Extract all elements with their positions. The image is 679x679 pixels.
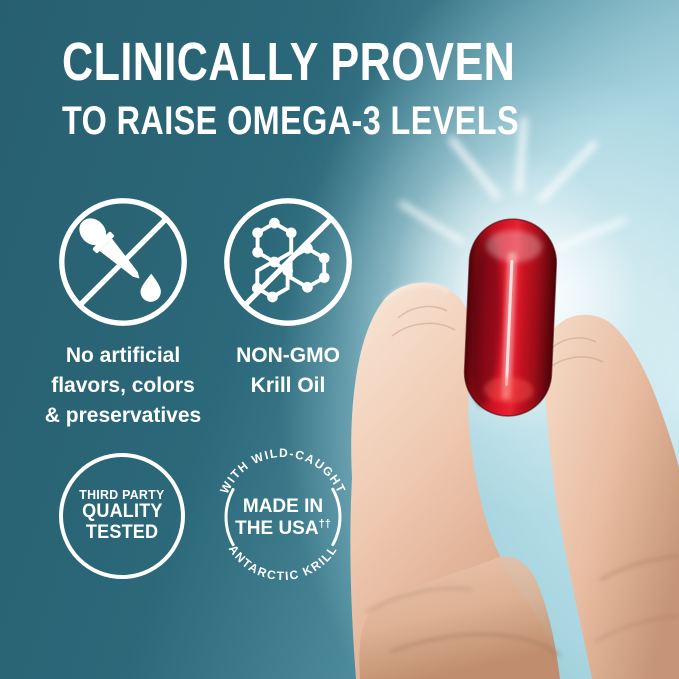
molecule-atoms	[251, 217, 330, 303]
pill-top-shine	[486, 230, 543, 263]
hand	[350, 282, 679, 679]
dropper-glyph	[79, 218, 140, 279]
index-finger	[542, 314, 679, 679]
feature-non-gmo: NON-GMO Krill Oil	[205, 194, 371, 401]
badge-made-in-usa: WITH WILD-CAUGHT MADE IN THE USA†† ANTAR…	[217, 446, 348, 583]
knuckle-mass	[359, 556, 560, 679]
badge-center-line1: MADE IN	[243, 496, 323, 517]
badge-center-line2: THE USA††	[235, 518, 331, 539]
badge-side-arcs	[224, 458, 342, 576]
badge-line: TESTED	[85, 522, 159, 544]
feature-no-artificial: No artificial flavors, colors & preserva…	[40, 194, 206, 430]
feature-label-line: flavors, colors	[51, 373, 195, 397]
red-softgel-pill	[463, 218, 558, 417]
no-dropper-icon	[59, 198, 187, 326]
droplet-glyph	[140, 273, 161, 302]
feature-label-line: NON-GMO	[236, 344, 340, 367]
badge-arc-top-text: WITH WILD-CAUGHT	[217, 446, 348, 496]
headline-line1: CLINICALLY PROVEN	[62, 32, 516, 92]
thumb-rim-light	[384, 283, 450, 301]
pill-bottom-gloss	[483, 376, 534, 404]
badge-third-party-tested: THIRD PARTY QUALITY TESTED	[59, 453, 185, 579]
slash	[77, 216, 169, 308]
headline: CLINICALLY PROVEN TO RAISE OMEGA-3 LEVEL…	[62, 34, 629, 144]
badge-arc-bottom-text: ANTARCTIC KRILL	[226, 542, 340, 583]
badge-line: THIRD PARTY	[79, 486, 165, 502]
skin-creases	[365, 554, 679, 658]
feature-label: NON-GMO Krill Oil	[205, 341, 371, 401]
non-gmo-molecule-icon	[224, 198, 352, 326]
pill-dark-crescent	[470, 235, 502, 407]
headline-line2: TO RAISE OMEGA-3 LEVELS	[62, 99, 519, 144]
feature-label-line: Krill Oil	[250, 373, 326, 397]
feature-label: No artificial flavors, colors & preserva…	[40, 341, 206, 430]
pill-streak-bright	[505, 260, 514, 386]
feature-label-line: & preservatives	[44, 403, 202, 427]
slash	[242, 216, 334, 308]
badge-line: QUALITY	[81, 501, 163, 523]
feature-label-line: No artificial	[65, 344, 181, 367]
